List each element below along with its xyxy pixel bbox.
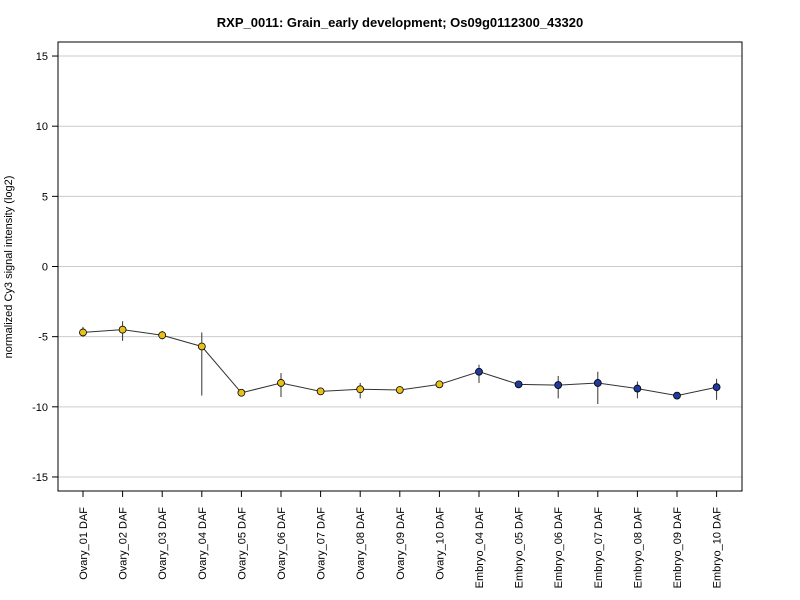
data-point — [356, 385, 365, 394]
x-tick-label: Ovary_03 DAF — [157, 507, 169, 580]
x-tick-label: Embryo_08 DAF — [632, 507, 644, 589]
x-tick-label: Embryo_09 DAF — [672, 507, 684, 589]
x-tick-label: Ovary_08 DAF — [355, 507, 367, 580]
tick-labels: -15 -10 -5 0 5 10 15 Ovary_01 DAF Ovary_02 DAF Ov… — [32, 51, 724, 588]
x-tick-label: Ovary_06 DAF — [276, 507, 288, 580]
data-point — [158, 331, 167, 340]
x-tick-label: Embryo_07 DAF — [593, 507, 605, 589]
x-tick-label: Embryo_10 DAF — [712, 507, 724, 589]
x-tick-label: Ovary_02 DAF — [118, 507, 130, 580]
data-point — [633, 384, 642, 393]
y-axis-label: normalized Cy3 signal intensity (log2) — [3, 176, 15, 359]
x-tick-label: Embryo_05 DAF — [514, 507, 526, 589]
data-point — [316, 387, 325, 396]
data-point — [237, 388, 246, 397]
axes — [52, 41, 743, 497]
y-tick-label: 5 — [42, 191, 48, 203]
y-tick-label: -5 — [38, 332, 48, 344]
data-point — [673, 391, 681, 400]
x-tick-label: Ovary_10 DAF — [434, 507, 446, 580]
x-tick-label: Ovary_01 DAF — [78, 507, 90, 580]
y-tick-label: 15 — [36, 51, 48, 63]
y-tick-label: -15 — [32, 472, 48, 484]
data-point — [79, 328, 87, 337]
x-tick-label: Ovary_09 DAF — [395, 507, 407, 580]
data-point — [554, 381, 563, 389]
x-tick-label: Ovary_04 DAF — [197, 507, 209, 580]
y-tick-label: 0 — [42, 262, 48, 274]
series-line — [82, 329, 717, 397]
data-point — [435, 380, 444, 389]
grid-lines — [58, 55, 742, 478]
data-point — [395, 386, 404, 394]
data-point — [514, 380, 523, 389]
x-tick-label: Ovary_05 DAF — [236, 507, 248, 580]
x-tick-label: Embryo_04 DAF — [474, 507, 486, 589]
data-point — [197, 342, 206, 351]
data-point — [277, 379, 285, 387]
series — [79, 321, 721, 405]
y-tick-label: -10 — [32, 402, 48, 414]
data-point — [593, 379, 602, 387]
data-point — [118, 325, 127, 334]
y-tick-label: 10 — [36, 121, 48, 133]
x-tick-label: Embryo_06 DAF — [553, 507, 565, 589]
data-point — [712, 383, 721, 392]
data-point — [475, 367, 483, 376]
chart-title: RXP_0011: Grain_early development; Os09g… — [217, 15, 583, 30]
x-tick-label: Ovary_07 DAF — [316, 507, 328, 580]
